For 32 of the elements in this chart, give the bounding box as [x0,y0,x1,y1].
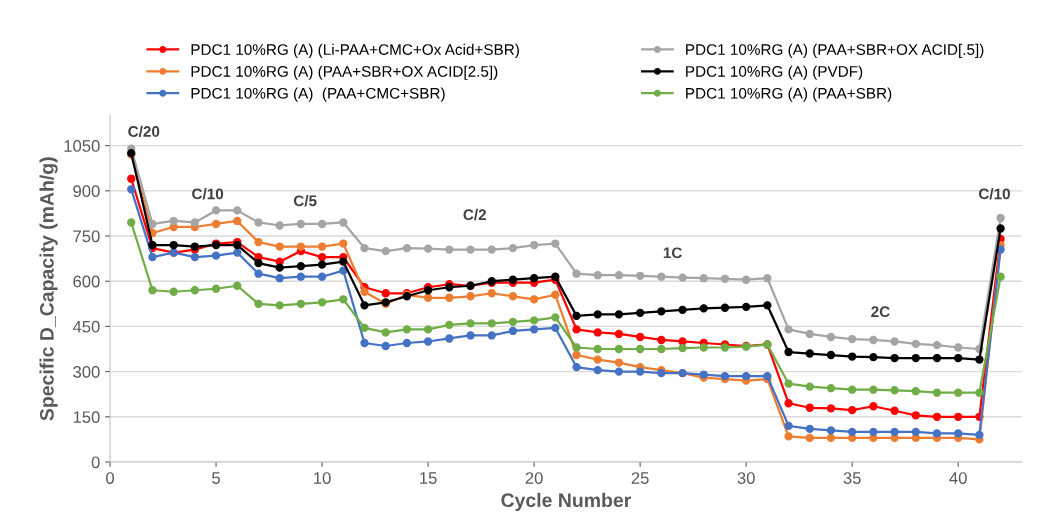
y-tick-label: 750 [73,230,100,243]
legend-label: PDC1 10%RG (A) (PAA+CMC+SBR) [191,87,445,102]
y-tick-label: 450 [72,320,100,333]
legend-label: PDC1 10%RG (A) (PAA+SBR) [686,87,892,102]
annotation: C/10 [978,188,1010,200]
legend-label: PDC1 10%RG (A) (PVDF) [686,65,863,80]
x-tick-label: 15 [420,472,437,484]
x-tick-label: 20 [525,472,543,484]
y-tick-label: 1050 [64,140,100,152]
annotation: C/10 [192,188,224,200]
y-tick-label: 150 [73,411,100,424]
annotation: 1C [663,247,682,259]
annotation: C/5 [293,195,317,207]
y-axis-title: Specific D_Capacity (mAh/g) [39,157,58,421]
x-tick-label: 35 [843,472,861,484]
y-tick-label: 0 [91,456,100,469]
y-tick-label: 900 [73,185,100,198]
annotation: C/20 [128,125,160,138]
x-tick-label: 10 [314,472,331,484]
y-tick-label: 600 [73,275,100,288]
x-tick-label: 30 [737,472,755,484]
legend-label: PDC1 10%RG (A) (PAA+SBR+OX ACID[2.5]) [191,65,498,80]
y-tick-label: 300 [73,366,100,378]
x-axis-title: Cycle Number [501,492,632,511]
legend-label: PDC1 10%RG (A) (Li-PAA+CMC+Ox Acid+SBR) [191,43,519,58]
x-tick-label: 5 [212,472,220,484]
x-tick-label: 25 [631,472,649,484]
legend-label: PDC1 10%RG (A) (PAA+SBR+OX ACID[.5]) [686,43,984,58]
annotation: C/2 [463,208,487,221]
x-tick-label: 40 [949,472,967,484]
annotation: 2C [871,306,890,318]
x-tick-label: 0 [106,472,115,484]
